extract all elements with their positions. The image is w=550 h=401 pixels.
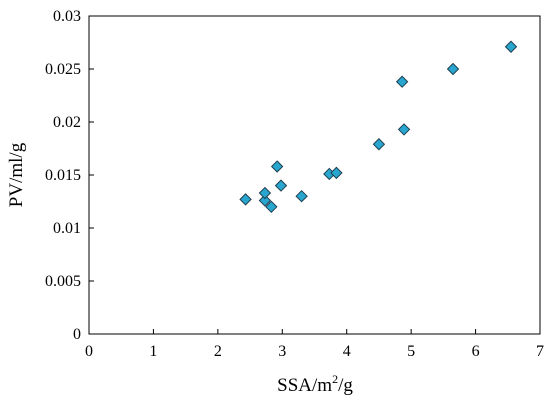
y-tick-label: 0.025 [45,61,81,78]
x-tick-label: 6 [472,343,480,360]
data-point-marker [239,193,252,206]
x-tick-label: 0 [85,343,93,360]
x-axis-ticks: 0 1 2 3 4 5 6 7 [85,329,544,360]
y-tick-label: 0.03 [53,8,81,25]
data-point-marker [258,186,272,200]
x-tick-label: 1 [149,343,157,360]
x-tick-label: 2 [214,343,222,360]
data-point-marker [265,200,278,214]
data-point-marker [295,189,308,203]
y-tick-label: 0.005 [45,273,81,290]
data-markers [239,40,518,214]
y-axis-title: PV/ml/g [6,142,27,207]
x-tick-label: 4 [343,343,351,360]
data-point-marker [395,75,409,88]
x-tick-label: 3 [278,343,286,360]
y-tick-label: 0 [73,326,81,343]
data-point-marker [372,138,386,151]
y-tick-label: 0.01 [53,220,81,237]
data-point-marker [274,179,288,192]
plot-area [88,15,541,335]
x-tick-label: 5 [407,343,415,360]
data-point-marker [446,62,460,76]
y-tick-label: 0.015 [45,167,81,184]
x-axis-title: SSA/m2/g [277,372,353,396]
data-point-marker [397,123,411,136]
data-point-marker [270,160,284,173]
x-tick-label: 7 [536,343,544,360]
y-tick-label: 0.02 [53,114,81,131]
x-axis-title-superscript: 2 [332,372,338,386]
data-point-marker [330,166,343,180]
x-axis-title-main: SSA/m [277,375,332,396]
data-point-marker [504,40,518,53]
x-axis-title-suffix: /g [338,375,353,396]
y-axis-ticks: 0 0.005 0.01 0.015 0.02 0.025 0.03 [45,8,94,343]
plot-frame [88,15,541,335]
data-point-marker [258,194,272,207]
